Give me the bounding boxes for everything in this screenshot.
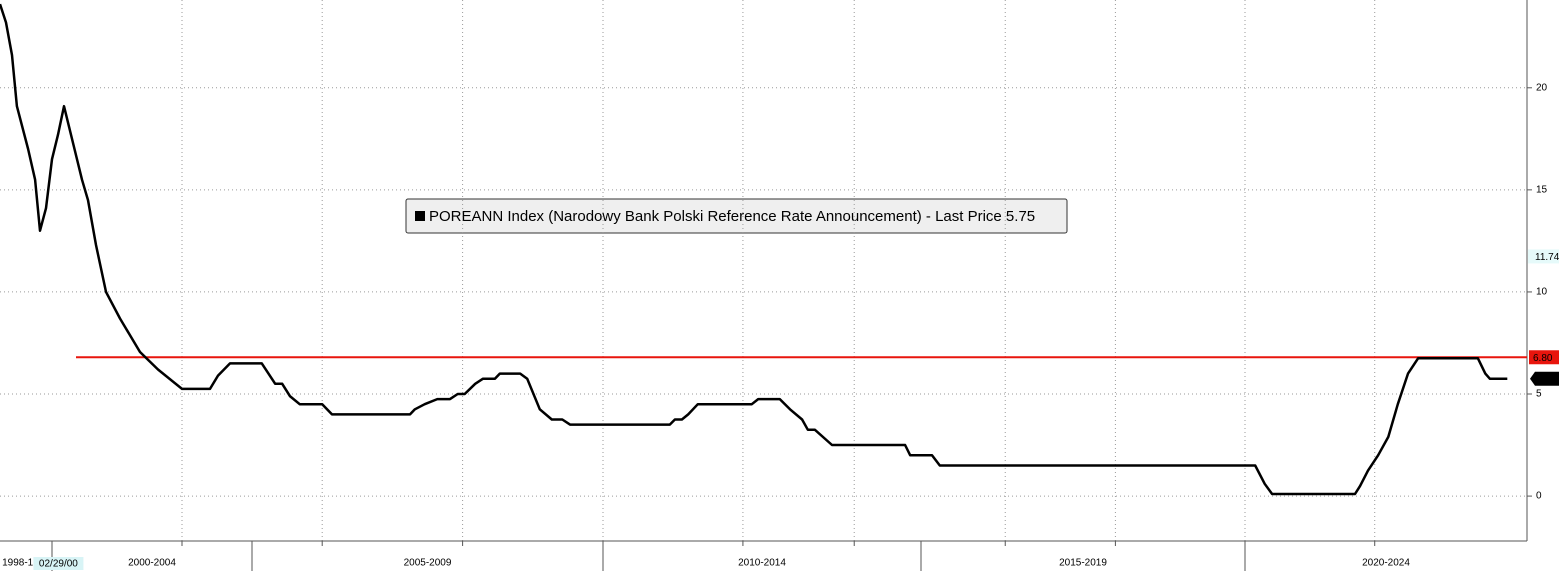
value-tag-label: 11.74 (1535, 252, 1559, 263)
x-tick-label: 2000-2004 (128, 558, 176, 569)
x-tick-label: 1998-1999 (2, 558, 50, 569)
x-tick-label: 2020-2024 (1362, 558, 1410, 569)
x-tick-label: 2005-2009 (404, 558, 452, 569)
reference-label: 6.80 (1533, 353, 1553, 364)
value-tag (1530, 371, 1559, 386)
legend: POREANN Index (Narodowy Bank Polski Refe… (405, 198, 1068, 234)
y-tick-label: 0 (1536, 491, 1542, 502)
y-tick-label: 20 (1536, 82, 1548, 93)
y-tick-label: 5 (1536, 389, 1542, 400)
y-tick-label: 10 (1536, 287, 1548, 298)
y-tick-label: 15 (1536, 185, 1548, 196)
value-tag (1528, 249, 1559, 264)
x-tick-label: 2015-2019 (1059, 558, 1107, 569)
legend-swatch (415, 211, 425, 221)
legend-box (405, 198, 1068, 234)
cursor-label: 02/29/00 (39, 559, 78, 570)
x-tick-label: 2010-2014 (738, 558, 786, 569)
value-tag-label: 5.75 (1535, 374, 1555, 385)
legend-label: POREANN Index (Narodowy Bank Polski Refe… (429, 208, 1035, 225)
data-line (0, 3, 1508, 496)
reference-tag (1529, 350, 1559, 365)
cursor-tag (33, 557, 84, 570)
